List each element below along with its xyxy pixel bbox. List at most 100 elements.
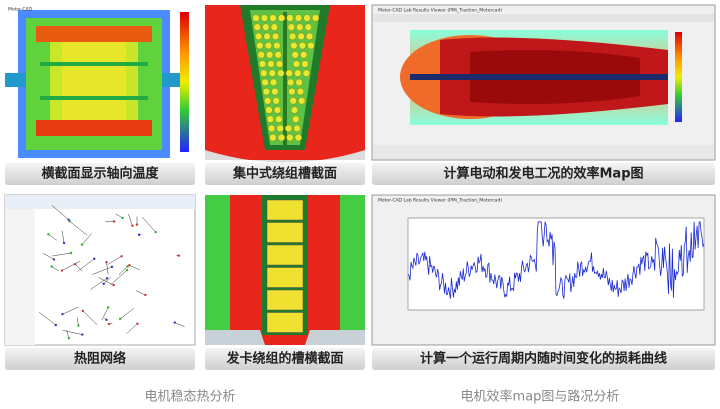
network-link [110,269,128,286]
conductor [253,23,261,31]
hairpin-conductor [266,199,304,221]
network-link [135,290,146,296]
network-node [69,251,73,255]
network-node [126,265,129,268]
conductor [273,41,281,50]
network-link [82,310,98,326]
thermal-network-window [4,194,196,346]
network-link [81,233,92,245]
conductor [267,124,276,133]
conductor [269,78,278,87]
conductor [257,51,265,59]
window-title: Motor-CAD Lab Results Viewer (PMi_Tracti… [378,8,502,14]
conductor [268,69,276,77]
conductor [298,97,306,105]
caption: 计算一个运行周期内随时间变化的损耗曲线 [420,351,667,367]
conductor [290,106,299,114]
network-node [131,224,134,227]
conductor [252,14,260,22]
network-node [81,333,84,336]
conductor [307,41,315,50]
network-node [50,265,53,268]
network-link [118,266,128,275]
hairpin-conductor [266,244,304,266]
network-node [81,309,85,313]
network-link [74,264,83,272]
conductor [277,69,285,77]
conductor [271,32,280,41]
network-link [76,317,79,326]
conductor [274,51,282,59]
network-link [98,277,114,286]
network-node [54,323,58,327]
conductor [263,32,271,41]
network-link [128,213,133,226]
conductor [301,60,309,68]
conductor [261,78,269,87]
network-node [118,317,122,321]
group-label: 电机稳态热分析 [144,389,235,405]
network-link [120,308,135,320]
network-link [142,216,156,233]
efficiency-map-window: Motor-CAD Lab Results Viewer (PMi_Tracti… [371,4,716,161]
conductor [294,133,303,142]
network-node [60,269,64,272]
watermark: Motor-CAD [8,7,33,13]
network-node [61,312,64,316]
network-link [62,306,79,315]
hairpin-conductor [266,267,304,288]
conductor [264,97,272,105]
conductor [270,23,278,31]
network-node [173,321,176,324]
network-link [129,264,140,271]
network-node [112,220,116,223]
network-link [126,323,138,334]
conductor [272,97,280,105]
network-link [101,307,109,321]
conductor [286,78,295,87]
loss-curve-window: Motor-CAD Lab Results Viewer (PMi_Tracti… [371,194,716,346]
network-link [92,266,113,275]
network-node [107,322,111,326]
conductor [296,87,305,96]
caption: 横截面显示轴向温度 [41,166,159,182]
conductor [273,106,282,114]
conductor [311,14,320,22]
conductor [291,51,299,59]
network-link [107,256,122,265]
network-link [90,278,108,290]
conductor [288,87,296,96]
network-link [48,234,57,241]
conductor [288,32,297,41]
loss-curve [407,221,705,299]
group-label: 电机效率map图与路况分析 [461,389,620,405]
conductor [266,115,274,123]
hairpin-slot [205,195,365,345]
network-node [121,216,124,220]
window-title: Motor-CAD Lab Results Viewer (PMi_Tracti… [378,198,502,204]
caption-box [372,348,715,370]
conductor [294,69,302,77]
conductor [269,14,277,22]
conductor [285,69,293,77]
conductor [295,78,303,87]
winding-slot [205,5,365,163]
network-link [115,213,123,219]
conductor [304,23,312,31]
conductor [298,41,307,50]
conductor [258,60,267,68]
conductor [293,124,301,133]
conductor [284,124,293,133]
network-node [135,223,139,226]
conductor [286,14,294,22]
conductor [262,23,270,31]
conductor [292,60,301,68]
caption-box [205,163,365,185]
network-node [125,268,129,272]
conductor [267,60,275,68]
network-node [154,230,157,234]
conductor [262,87,271,96]
conductor [290,41,298,50]
network-node [177,254,180,257]
